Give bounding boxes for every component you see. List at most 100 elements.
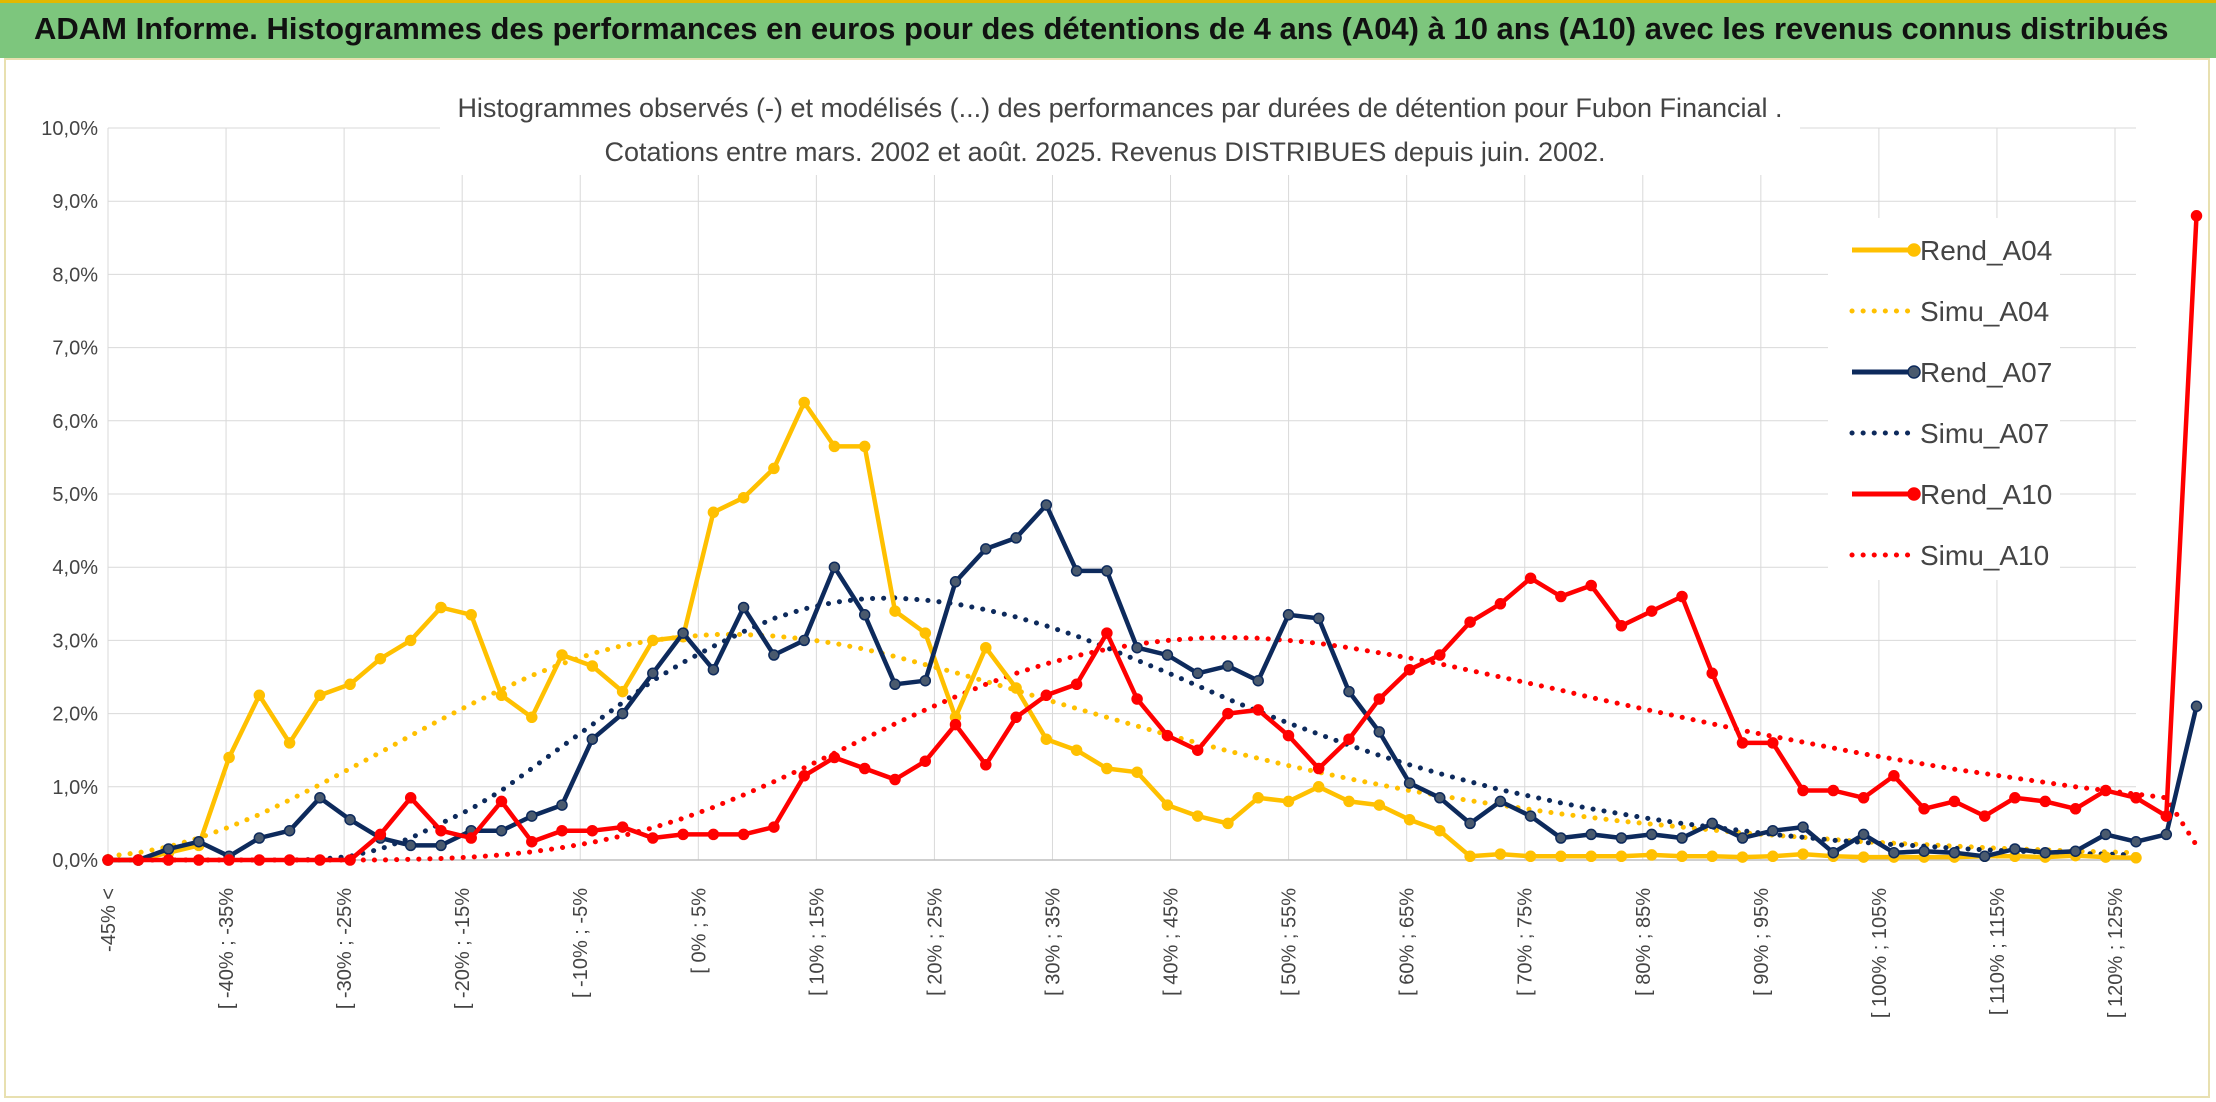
x-tick-label: [ 30% ; 35% bbox=[1042, 888, 1064, 996]
data-point bbox=[2130, 852, 2142, 864]
data-point bbox=[1252, 674, 1264, 687]
data-point bbox=[314, 689, 326, 702]
data-point bbox=[1767, 824, 1779, 837]
data-point bbox=[980, 543, 992, 555]
data-point bbox=[616, 707, 629, 720]
legend: Rend_A04 Simu_A04 Rend_A07 Simu_A07 Rend_A10… bbox=[1828, 218, 2060, 580]
data-point bbox=[435, 601, 447, 614]
data-point bbox=[919, 755, 932, 767]
data-point bbox=[253, 854, 266, 866]
series-line bbox=[108, 502, 2199, 863]
data-point bbox=[374, 828, 387, 841]
data-point bbox=[586, 660, 599, 672]
data-point bbox=[1434, 824, 1446, 837]
page-title: ADAM Informe. Histogrammes des performan… bbox=[0, 0, 2216, 58]
data-point bbox=[980, 759, 992, 771]
data-point bbox=[828, 561, 841, 573]
y-tick-label: 1,0% bbox=[52, 777, 98, 799]
data-point bbox=[798, 396, 810, 409]
data-point bbox=[1857, 828, 1870, 841]
data-point bbox=[1585, 828, 1597, 841]
data-point bbox=[1010, 682, 1022, 694]
data-point bbox=[858, 440, 871, 453]
data-point bbox=[1645, 849, 1658, 861]
series-Simu_A10 bbox=[105, 635, 2199, 863]
data-point bbox=[1736, 851, 1749, 863]
data-point bbox=[253, 832, 266, 844]
legend-label: Simu_A07 bbox=[1920, 418, 2049, 449]
data-point bbox=[1645, 605, 1658, 617]
data-point bbox=[1524, 572, 1537, 584]
y-axis-ticks: 0,0% 1,0% 2,0% 3,0% 4,0% 5,0% 6,0% 7,0% 8,0% 9,0%… bbox=[41, 118, 98, 872]
data-point bbox=[1101, 627, 1113, 639]
data-point bbox=[889, 605, 901, 617]
data-point bbox=[2039, 846, 2051, 859]
data-point bbox=[1434, 649, 1446, 661]
data-point bbox=[1736, 832, 1749, 844]
data-point bbox=[1494, 848, 1507, 860]
data-point bbox=[1252, 792, 1264, 804]
legend-marker bbox=[1907, 487, 1921, 501]
data-point bbox=[465, 609, 477, 621]
data-point bbox=[1191, 744, 1204, 756]
y-tick-label: 0,0% bbox=[52, 850, 98, 872]
data-point bbox=[2160, 810, 2173, 822]
data-point bbox=[828, 751, 841, 764]
data-point bbox=[1797, 821, 1809, 833]
legend-item: Rend_A07 bbox=[1852, 357, 2052, 388]
data-point bbox=[1645, 828, 1658, 841]
legend-background bbox=[1828, 218, 2060, 580]
data-point bbox=[2099, 784, 2112, 797]
data-point bbox=[707, 663, 720, 676]
data-point bbox=[223, 854, 235, 866]
data-point bbox=[1494, 795, 1507, 808]
data-point bbox=[1161, 729, 1174, 742]
data-point bbox=[1706, 817, 1718, 830]
data-point bbox=[1676, 590, 1688, 603]
data-point bbox=[2190, 700, 2203, 713]
data-point bbox=[1827, 784, 1840, 797]
legend-label: Rend_A04 bbox=[1920, 235, 2052, 266]
data-point bbox=[1373, 726, 1386, 738]
data-point bbox=[768, 462, 780, 475]
data-point bbox=[556, 649, 568, 661]
data-point bbox=[2009, 843, 2021, 855]
data-point bbox=[1403, 663, 1416, 676]
data-point bbox=[1131, 693, 1143, 705]
data-point bbox=[1191, 810, 1204, 822]
data-point bbox=[1615, 850, 1628, 863]
y-tick-label: 8,0% bbox=[52, 264, 98, 286]
data-point bbox=[647, 634, 659, 647]
data-point bbox=[1101, 565, 1113, 577]
data-point bbox=[283, 737, 296, 749]
data-point bbox=[949, 718, 962, 731]
data-point bbox=[526, 835, 538, 848]
data-point bbox=[314, 854, 326, 866]
data-point bbox=[737, 828, 750, 841]
data-point bbox=[1888, 846, 1900, 859]
x-tick-label: [ 70% ; 75% bbox=[1515, 888, 1537, 996]
x-tick-label: [ 60% ; 65% bbox=[1397, 888, 1419, 996]
data-point bbox=[1767, 850, 1779, 863]
data-point bbox=[1676, 832, 1688, 844]
data-point bbox=[1282, 609, 1295, 621]
data-point bbox=[162, 843, 175, 855]
y-tick-label: 9,0% bbox=[52, 191, 98, 213]
data-point bbox=[344, 854, 356, 866]
data-point bbox=[1312, 781, 1325, 793]
series-line bbox=[105, 635, 2199, 863]
legend-label: Simu_A04 bbox=[1920, 296, 2049, 327]
data-point bbox=[1857, 851, 1870, 863]
data-point bbox=[1010, 711, 1022, 724]
data-point bbox=[495, 795, 508, 808]
data-point bbox=[495, 824, 508, 837]
data-point bbox=[889, 678, 901, 691]
series-line bbox=[105, 595, 2139, 863]
data-point bbox=[1615, 832, 1628, 844]
data-point bbox=[1040, 689, 1053, 702]
chart-title-line1: Histogrammes observés (-) et modélisés (… bbox=[457, 93, 1782, 123]
data-point bbox=[1797, 848, 1809, 860]
data-point bbox=[1161, 649, 1174, 661]
data-point bbox=[1222, 660, 1234, 672]
